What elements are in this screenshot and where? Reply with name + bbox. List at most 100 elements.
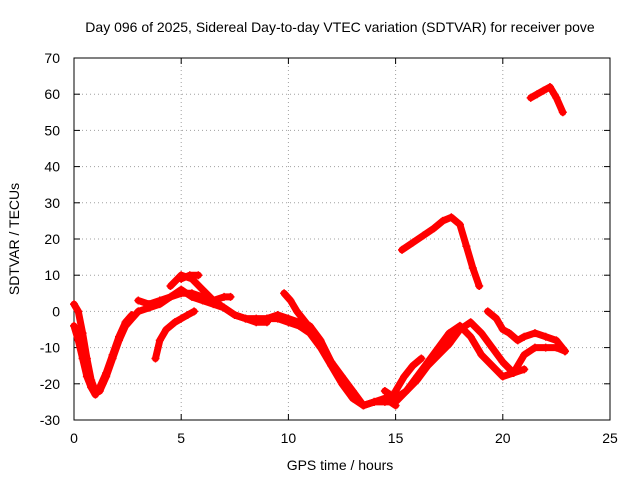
data-point-marker bbox=[177, 314, 186, 323]
data-point-marker bbox=[108, 350, 117, 359]
data-point-marker bbox=[78, 354, 87, 363]
data-point-marker bbox=[408, 361, 417, 370]
data-point-marker bbox=[155, 300, 164, 309]
data-point-marker bbox=[530, 343, 539, 352]
data-point-marker bbox=[70, 300, 78, 309]
data-point-marker bbox=[408, 238, 417, 247]
data-point-marker bbox=[82, 372, 91, 381]
data-point-marker bbox=[295, 321, 304, 330]
data-point-marker bbox=[286, 296, 295, 305]
y-tick-label: 40 bbox=[44, 159, 60, 175]
data-point-marker bbox=[380, 387, 389, 396]
data-point-marker bbox=[488, 343, 497, 352]
data-point-marker bbox=[177, 274, 186, 283]
data-point-marker bbox=[498, 372, 507, 381]
chart-title: Day 096 of 2025, Sidereal Day-to-day VTE… bbox=[85, 19, 595, 35]
data-point-marker bbox=[558, 108, 567, 117]
data-point-marker bbox=[162, 325, 171, 334]
y-tick-label: 20 bbox=[44, 231, 60, 247]
series-trace bbox=[484, 307, 569, 355]
data-series-arc-5 bbox=[151, 307, 199, 363]
data-point-marker bbox=[127, 311, 136, 320]
data-point-marker bbox=[102, 368, 111, 377]
data-point-marker bbox=[477, 350, 486, 359]
x-tick-label: 15 bbox=[388, 430, 404, 446]
data-point-marker bbox=[292, 307, 301, 316]
data-point-marker bbox=[370, 397, 379, 406]
data-point-marker bbox=[310, 329, 319, 338]
data-point-marker bbox=[466, 332, 475, 341]
data-series-arc-4 bbox=[134, 289, 235, 316]
series-layer bbox=[70, 82, 569, 410]
data-series-arc-12 bbox=[398, 213, 484, 291]
data-point-marker bbox=[455, 325, 464, 334]
data-point-marker bbox=[166, 292, 175, 301]
y-tick-label: 50 bbox=[44, 122, 60, 138]
data-point-marker bbox=[468, 263, 477, 272]
data-point-marker bbox=[145, 303, 154, 312]
data-point-marker bbox=[230, 311, 239, 320]
data-point-marker bbox=[492, 314, 501, 323]
data-point-marker bbox=[70, 321, 78, 330]
data-point-marker bbox=[87, 383, 96, 392]
data-point-marker bbox=[462, 242, 471, 251]
y-tick-label: 60 bbox=[44, 86, 60, 102]
data-point-marker bbox=[498, 358, 507, 367]
y-tick-label: -10 bbox=[40, 340, 60, 356]
data-point-marker bbox=[419, 231, 428, 240]
data-point-marker bbox=[391, 387, 400, 396]
data-point-marker bbox=[155, 336, 164, 345]
data-point-marker bbox=[190, 307, 199, 316]
data-point-marker bbox=[413, 376, 422, 385]
data-point-marker bbox=[466, 318, 475, 327]
data-point-marker bbox=[185, 271, 194, 280]
data-point-marker bbox=[552, 93, 561, 102]
y-tick-label: -30 bbox=[40, 412, 60, 428]
x-tick-label: 20 bbox=[495, 430, 511, 446]
data-point-marker bbox=[417, 354, 426, 363]
data-point-marker bbox=[359, 401, 368, 410]
data-point-marker bbox=[533, 90, 542, 99]
data-point-marker bbox=[183, 311, 192, 320]
data-point-marker bbox=[445, 329, 454, 338]
data-point-marker bbox=[402, 387, 411, 396]
data-point-marker bbox=[91, 390, 100, 399]
data-point-marker bbox=[545, 82, 554, 91]
y-tick-label: 10 bbox=[44, 267, 60, 283]
data-point-marker bbox=[187, 289, 196, 298]
data-point-marker bbox=[526, 93, 535, 102]
data-point-marker bbox=[327, 358, 336, 367]
data-point-marker bbox=[74, 336, 83, 345]
data-point-marker bbox=[560, 347, 569, 356]
data-point-marker bbox=[318, 343, 327, 352]
x-tick-label: 25 bbox=[602, 430, 618, 446]
data-series-arc-7 bbox=[177, 271, 203, 283]
data-point-marker bbox=[445, 339, 454, 348]
data-point-marker bbox=[348, 387, 357, 396]
data-series-arc-11 bbox=[391, 354, 426, 396]
y-axis-label: SDTVAR / TECUs bbox=[6, 183, 22, 295]
data-point-marker bbox=[552, 336, 561, 345]
data-point-marker bbox=[541, 332, 550, 341]
data-point-marker bbox=[252, 318, 261, 327]
x-tick-label: 0 bbox=[70, 430, 78, 446]
data-point-marker bbox=[338, 372, 346, 381]
tick-layer: 0 5 10 15 20 25 -30 -20 -10 0 10 20 30 40 50 60 70 bbox=[40, 50, 618, 446]
data-point-marker bbox=[505, 329, 514, 338]
y-tick-label: 70 bbox=[44, 50, 60, 66]
data-point-marker bbox=[220, 303, 229, 312]
data-point-marker bbox=[226, 292, 235, 301]
data-point-marker bbox=[194, 271, 203, 280]
data-series-arc-14 bbox=[526, 82, 567, 117]
data-point-marker bbox=[95, 383, 104, 392]
data-point-marker bbox=[509, 368, 518, 377]
data-point-marker bbox=[488, 361, 497, 370]
data-point-marker bbox=[447, 213, 456, 222]
x-tick-label: 5 bbox=[177, 430, 185, 446]
data-point-marker bbox=[115, 332, 124, 341]
data-point-marker bbox=[273, 314, 282, 323]
data-point-marker bbox=[430, 224, 439, 233]
data-point-marker bbox=[541, 343, 550, 352]
